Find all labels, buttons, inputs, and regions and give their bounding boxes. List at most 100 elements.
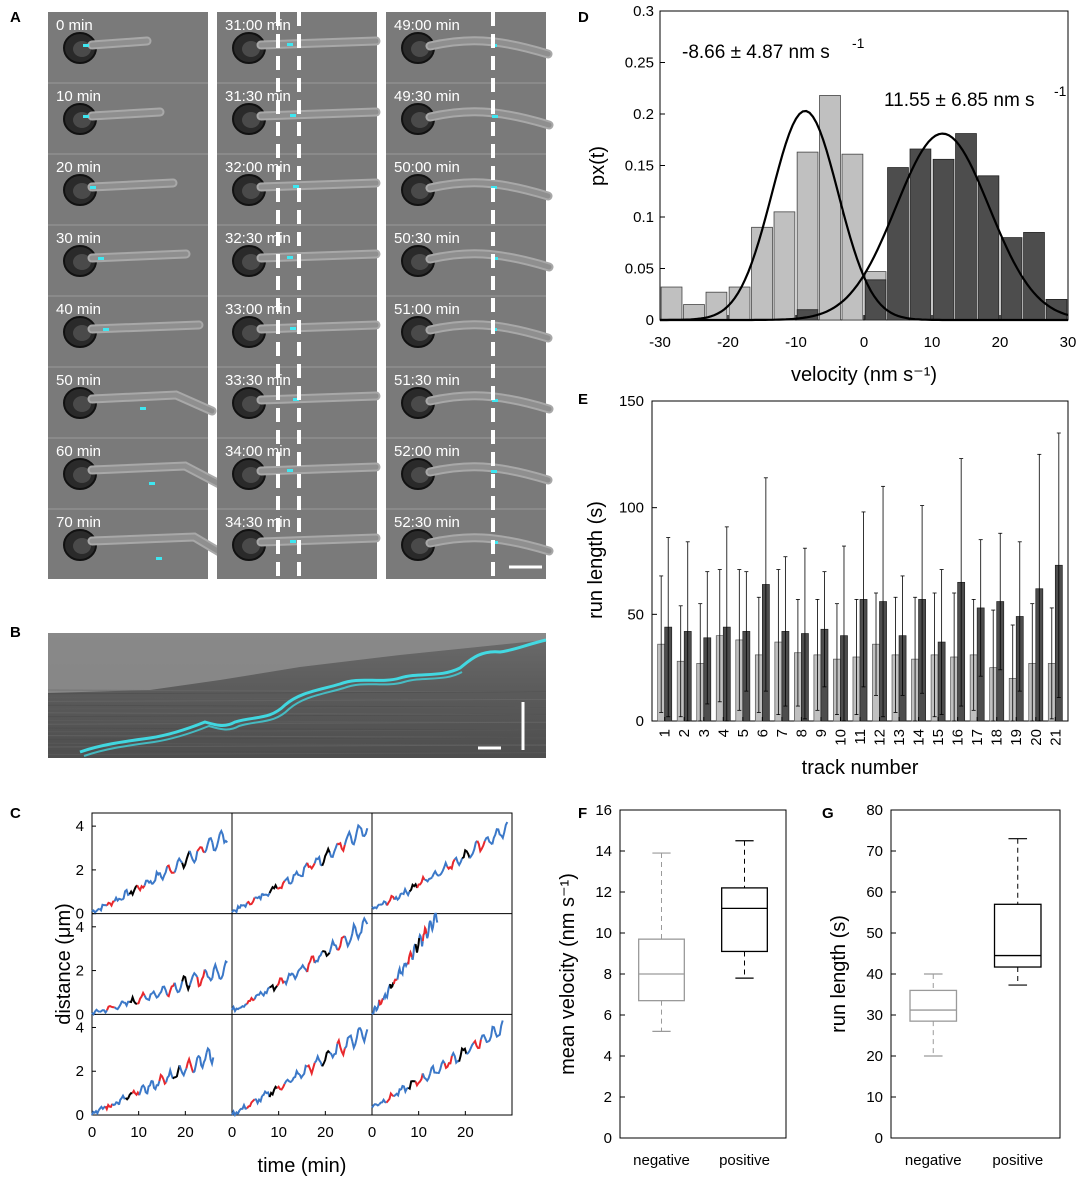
hypha-core: [258, 109, 379, 119]
distance-trace-segment: [151, 989, 161, 999]
distance-trace-segment: [106, 1005, 115, 1011]
distance-trace-segment: [407, 1080, 416, 1091]
distance-trace-segment: [111, 1101, 120, 1107]
y-tick-label: 16: [595, 802, 612, 819]
distance-trace-segment: [203, 836, 214, 854]
y-tick-label: 10: [866, 1089, 883, 1106]
distance-trace-segment: [178, 1065, 188, 1078]
x-tick-label: 8: [793, 729, 810, 737]
distance-trace-segment: [313, 854, 323, 867]
distance-trace-segment: [336, 935, 346, 951]
kymograph-streak: [47, 706, 547, 710]
x-tick-label: 20: [177, 1124, 194, 1141]
distance-trace-segment: [238, 1102, 248, 1112]
y-axis-label: run length (s): [585, 501, 607, 619]
timepoint-label: 50 min: [56, 372, 101, 389]
y-tick-label: 70: [866, 843, 883, 860]
distance-trace-segment: [344, 1033, 354, 1050]
distance-trace-segment: [378, 997, 384, 1006]
x-category-label: negative: [905, 1152, 962, 1169]
hypha-core: [258, 251, 379, 261]
annotation-negative-fit: -8.66 ± 4.87 nm s: [682, 42, 830, 63]
box-positive: [993, 903, 1042, 968]
distance-trace-segment: [499, 821, 509, 841]
distance-trace-segment: [145, 1079, 154, 1095]
spore-inner: [242, 183, 260, 199]
cyan-particle: [492, 115, 498, 118]
x-tick-label: 10: [832, 729, 849, 746]
x-tick-label: 11: [852, 729, 869, 745]
distance-trace-segment: [121, 888, 131, 901]
y-axis-label: px(t): [587, 146, 609, 186]
spore-inner: [242, 325, 260, 341]
x-tick-label: 19: [1008, 729, 1025, 746]
cyan-particle: [103, 328, 109, 331]
timepoint-label: 40 min: [56, 301, 101, 318]
distance-trace-segment: [400, 1084, 409, 1095]
timepoint-label: 52:30 min: [394, 514, 460, 531]
distance-trace-segment: [261, 892, 271, 898]
panel-d-velocity-histogram: -30 -20 -10 0 10 20 30 0 0.05 0.1 0.15 0.2 0.25 0.3 ve…: [587, 3, 1076, 386]
y-tick-label: 50: [627, 606, 644, 623]
y-tick-label: 2: [76, 963, 84, 980]
hypha-core: [258, 38, 379, 48]
timepoint-label: 32:00 min: [225, 159, 291, 176]
x-tick-label: 0: [228, 1124, 236, 1141]
panel-label-g: G: [822, 805, 834, 822]
distance-trace-segment: [472, 1038, 482, 1050]
cyan-particle: [287, 469, 293, 472]
distance-trace-segment: [429, 920, 435, 934]
plot-frame: [890, 809, 1061, 1139]
panel-f-velocity-boxplot: negative positive 0 2 4 6 8 10 12 14 16 mean veloci…: [557, 802, 787, 1169]
distance-trace-segment: [128, 884, 138, 897]
distance-trace-segment: [494, 1020, 504, 1039]
x-tick-label: 4: [715, 729, 732, 737]
hypha-core: [89, 38, 150, 48]
box-negative: [909, 989, 958, 1022]
hypha-core: [89, 322, 202, 332]
y-tick-label: 0.1: [633, 209, 654, 226]
x-tick-label: 13: [891, 729, 908, 746]
distance-trace-segment: [421, 924, 428, 942]
y-tick-label: 4: [604, 1048, 612, 1065]
hypha-core: [427, 322, 551, 341]
timepoint-label: 0 min: [56, 17, 93, 34]
panel-a-timelapse: 0 min 10 min 20 min 30 min 40 min 50 min 60 mi…: [48, 12, 554, 579]
cyan-particle: [287, 43, 293, 46]
x-tick-label: 10: [130, 1124, 147, 1141]
cyan-particle: [491, 186, 497, 189]
distance-trace-segment: [211, 833, 221, 852]
panel-label-e: E: [578, 391, 588, 408]
distance-trace-segment: [277, 880, 286, 890]
distance-trace-segment: [438, 860, 449, 876]
distance-trace-segment: [138, 1083, 147, 1096]
y-tick-label: 0.15: [625, 158, 654, 175]
box-negative: [638, 938, 685, 1002]
distance-trace-segment: [185, 1055, 195, 1073]
y-tick-label: 0.05: [625, 261, 654, 278]
distance-trace-segment: [446, 858, 456, 871]
spore-inner: [411, 396, 429, 412]
x-axis-label: velocity (nm s⁻¹): [791, 364, 937, 386]
distance-trace-segment: [173, 981, 184, 994]
x-tick-label: 0: [860, 334, 868, 351]
kymograph-streak: [47, 752, 547, 756]
spore-inner: [411, 538, 429, 554]
distance-trace-segment: [378, 1097, 387, 1106]
distance-trace-segment: [158, 1073, 167, 1086]
histogram-bar-positive: [977, 175, 1000, 321]
y-tick-label: 12: [595, 884, 612, 901]
x-tick-label: 20: [457, 1124, 474, 1141]
distance-trace-segment: [106, 900, 115, 908]
x-tick-label: 16: [950, 729, 967, 746]
x-category-label: negative: [633, 1152, 690, 1169]
y-tick-label: 0: [76, 1006, 84, 1023]
distance-trace-segment: [239, 1003, 248, 1009]
x-tick-label: 15: [930, 729, 947, 746]
histogram-bar-negative: [819, 95, 841, 321]
distance-trace-segment: [351, 823, 361, 846]
distance-trace-segment: [379, 900, 388, 906]
panel-e-run-length-bars: 1 2 3 4 5 6 7 8 9 10 11 12 13 14 15 16 17 18 19 20 210501001…: [585, 393, 1069, 779]
x-tick-label: 1: [657, 729, 674, 737]
cyan-particle: [491, 470, 497, 473]
